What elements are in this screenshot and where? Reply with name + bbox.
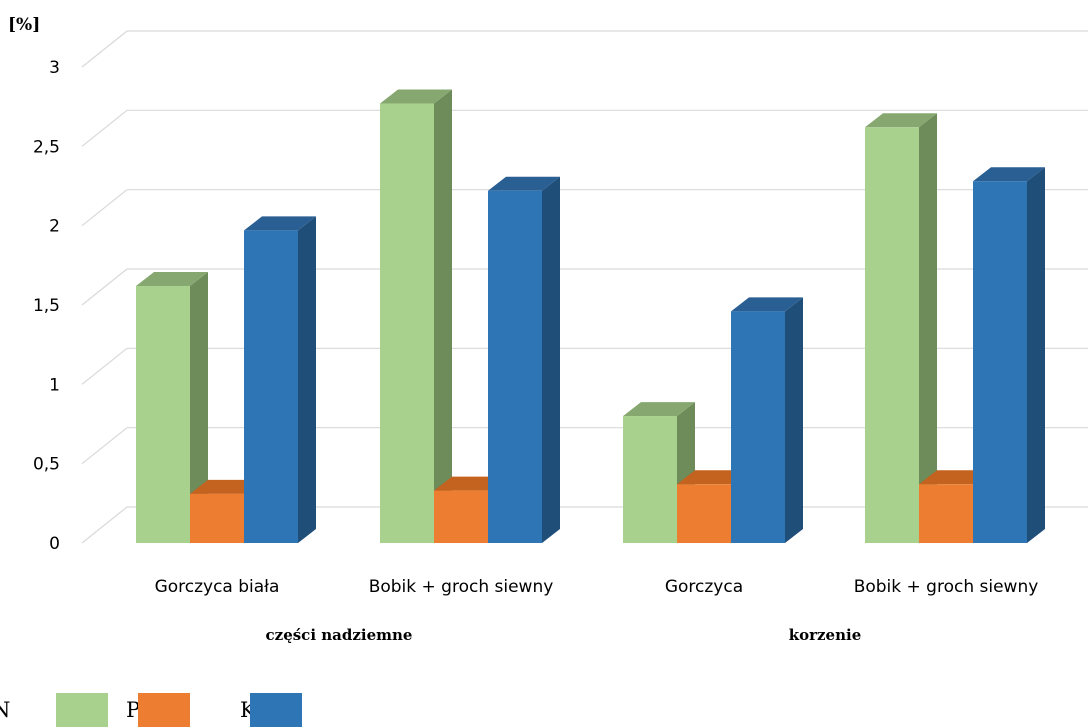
gridline-depth (81, 347, 128, 385)
gridlines (81, 30, 1088, 544)
legend-item-n: N (0, 693, 108, 727)
legend-label: N (0, 698, 10, 722)
legend-swatch (138, 693, 190, 727)
gridline-depth (81, 506, 128, 544)
bar-side (542, 176, 560, 543)
gridline-depth (81, 268, 128, 306)
bar-k (488, 176, 560, 543)
bars (136, 89, 1045, 544)
bar-k (244, 216, 316, 543)
bar-front (865, 127, 919, 543)
y-tick-label: 1,5 (33, 296, 60, 316)
bar-front (190, 493, 244, 543)
bar-front (973, 181, 1027, 544)
bar-top (865, 113, 937, 128)
bar-front (731, 311, 785, 543)
y-tick-label: 2,5 (33, 137, 60, 157)
bar-n (136, 271, 208, 543)
bar-front (488, 190, 542, 543)
y-tick-label: 3 (49, 58, 60, 78)
bar-n (865, 113, 937, 543)
bar-k (973, 167, 1045, 544)
y-tick-label: 0 (49, 534, 60, 554)
bar-front (677, 484, 731, 543)
bar-top (488, 176, 560, 191)
x-axis-category-labels: Gorczyca biała Bobik + groch siewny Gorczy… (155, 577, 1039, 597)
legend-item-p: P (126, 693, 190, 727)
bar-k (731, 297, 803, 543)
bar-top (380, 89, 452, 104)
bar-side (190, 271, 208, 543)
bar-side (298, 216, 316, 543)
y-tick-label: 2 (49, 217, 60, 237)
bar-top (136, 271, 208, 286)
bar-side (919, 113, 937, 543)
x-axis-group-labels: części nadziemne korzenie (266, 626, 862, 644)
x-category-label: Bobik + groch siewny (854, 577, 1039, 597)
bar-front (244, 230, 298, 543)
bar-top (623, 402, 695, 417)
gridline-depth (81, 109, 128, 147)
bar-side (1027, 167, 1045, 544)
x-category-label: Bobik + groch siewny (369, 577, 554, 597)
bar-front (919, 484, 973, 543)
bar-side (434, 89, 452, 543)
legend-label: P (126, 698, 140, 722)
legend-item-k: K (240, 693, 302, 727)
y-axis-ticks: 0 0,5 1 1,5 2 2,5 3 (33, 58, 60, 554)
y-tick-label: 1 (49, 375, 60, 395)
bar-front (136, 285, 190, 543)
bar-top (731, 297, 803, 312)
y-tick-label: 0,5 (33, 455, 60, 475)
bar-top (244, 216, 316, 231)
x-group-label: korzenie (789, 626, 862, 644)
x-group-label: części nadziemne (266, 626, 413, 644)
x-category-label: Gorczyca (665, 577, 743, 597)
x-category-label: Gorczyca biała (155, 577, 280, 597)
bar-side (785, 297, 803, 543)
bar-front (380, 103, 434, 543)
gridline-depth (81, 189, 128, 227)
legend-swatch (250, 693, 302, 727)
gridline-depth (81, 30, 128, 68)
bar-n (380, 89, 452, 543)
gridline-depth (81, 427, 128, 465)
y-axis-unit-label: [%] (8, 15, 40, 35)
bar-front (623, 416, 677, 543)
legend-swatch (56, 693, 108, 727)
bar-top (973, 167, 1045, 182)
bar-front (434, 490, 488, 543)
